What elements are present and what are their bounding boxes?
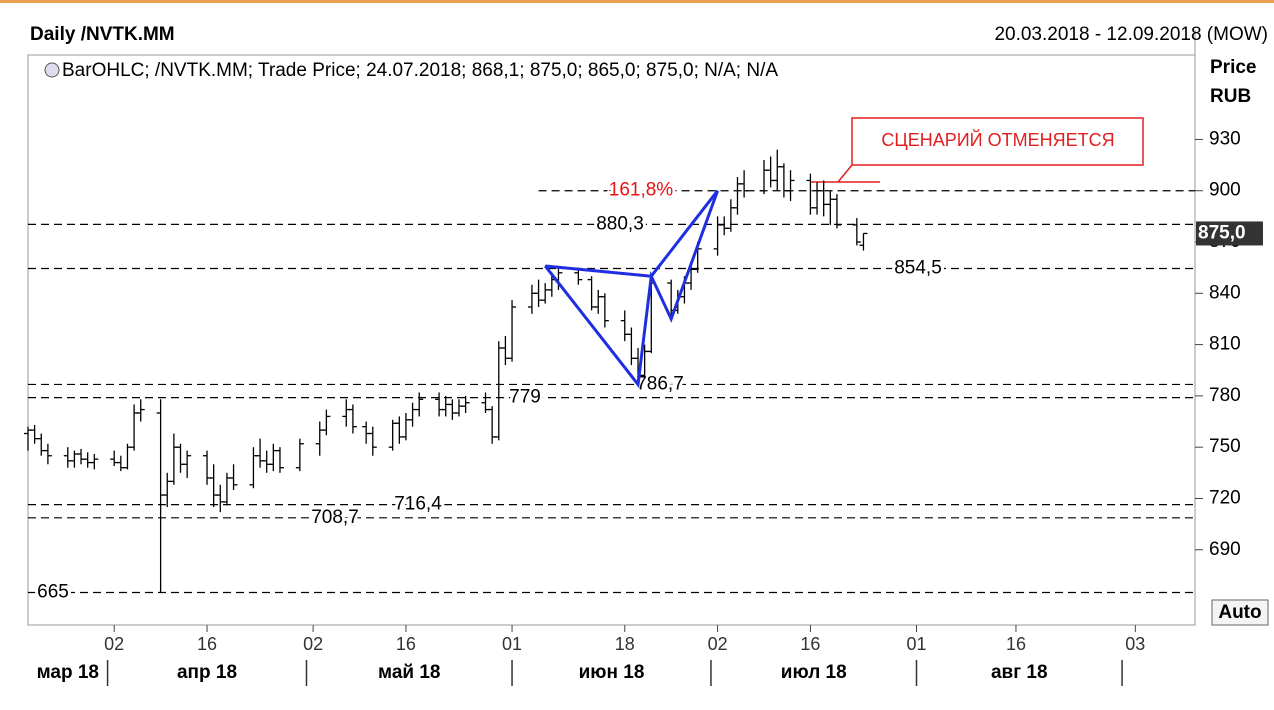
ohlc-bar [136, 399, 145, 422]
top-border [0, 0, 1274, 3]
legend-icon [44, 62, 60, 78]
ohlc-bar [183, 450, 192, 478]
x-tick-label: 16 [1006, 634, 1026, 654]
y-tick-label: 780 [1209, 385, 1241, 406]
x-tick-label: 01 [906, 634, 926, 654]
month-label: июн 18 [579, 662, 645, 683]
x-tick-label: 18 [615, 634, 635, 654]
ohlc-bar [295, 438, 304, 472]
auto-button[interactable] [1211, 599, 1269, 626]
ohlc-bar [275, 447, 284, 473]
level-label: 880,3 [596, 213, 644, 234]
ohlc-bar [786, 170, 795, 201]
x-tick-label: 16 [800, 634, 820, 654]
month-label: мар 18 [37, 662, 99, 683]
annotation-box [851, 117, 1144, 166]
month-label: май 18 [378, 662, 440, 683]
x-tick-label: 01 [502, 634, 522, 654]
ohlc-bar [508, 300, 517, 362]
y-tick-label: 900 [1209, 180, 1241, 201]
level-label: 786,7 [636, 373, 684, 394]
level-label: 665 [37, 582, 69, 603]
ohlc-bar [740, 170, 749, 198]
legend: BarOHLC; /NVTK.MM; Trade Price; 24.07.20… [62, 60, 778, 81]
x-tick-label: 02 [104, 634, 124, 654]
level-label: 854,5 [894, 258, 942, 279]
ohlc-bar [90, 454, 99, 470]
auto-label[interactable]: Auto [1218, 602, 1261, 623]
extension-label: 161,8% [609, 180, 674, 201]
x-tick-label: 16 [396, 634, 416, 654]
ohlc-bar [859, 232, 868, 251]
x-tick-label: 02 [708, 634, 728, 654]
month-label: авг 18 [991, 662, 1048, 683]
ohlc-bar [600, 293, 609, 328]
level-label: 716,4 [394, 494, 442, 515]
ohlc-bar [322, 409, 331, 436]
y-axis-unit: RUB [1210, 86, 1251, 107]
chart-title: Daily /NVTK.MM [30, 24, 175, 45]
ohlc-bar [368, 426, 377, 456]
y-tick-label: 810 [1209, 334, 1241, 355]
level-label: 779 [509, 387, 541, 408]
y-tick-label: 720 [1209, 487, 1241, 508]
ohlc-bar [415, 392, 424, 417]
y-tick-label: 840 [1209, 282, 1241, 303]
level-label: 708,7 [311, 507, 359, 528]
y-tick-label: 750 [1209, 436, 1241, 457]
ohlc-bar [461, 395, 470, 413]
x-tick-label: 03 [1125, 634, 1145, 654]
price-tag-label: 875,0 [1198, 222, 1246, 243]
ohlc-bar [832, 194, 841, 229]
ohlc-bar [348, 404, 357, 434]
y-tick-label: 930 [1209, 128, 1241, 149]
pattern-line [545, 264, 652, 278]
ohlc-bar [43, 443, 52, 465]
month-label: апр 18 [177, 662, 237, 683]
annotation-pointer [837, 164, 853, 183]
ohlc-bar [852, 218, 861, 246]
annotation: СЦЕНАРИЙ ОТМЕНЯЕТСЯ [881, 129, 1114, 150]
month-label: июл 18 [781, 662, 847, 683]
ohlc-bar [229, 464, 238, 490]
price-tag [1196, 221, 1263, 246]
x-tick-label: 02 [303, 634, 323, 654]
pattern-line [650, 189, 719, 278]
y-tick-label: 690 [1209, 539, 1241, 560]
date-range: 20.03.2018 - 12.09.2018 (MOW) [994, 24, 1268, 45]
x-tick-label: 16 [197, 634, 217, 654]
y-axis-label: Price [1210, 57, 1256, 78]
